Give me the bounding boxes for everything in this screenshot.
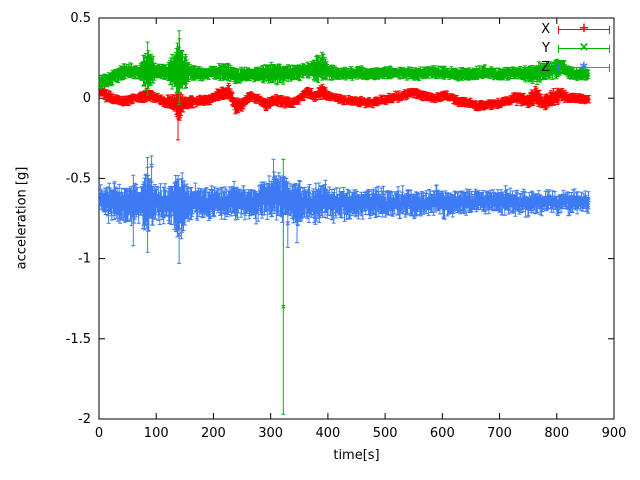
svg-text:-0.5: -0.5 — [66, 171, 91, 186]
svg-text:100: 100 — [144, 426, 169, 441]
legend-entry-x: X + — [532, 20, 610, 39]
legend-sample-x-icon: + — [558, 21, 610, 37]
svg-text:0.5: 0.5 — [70, 11, 91, 26]
svg-text:700: 700 — [487, 426, 512, 441]
svg-text:800: 800 — [544, 426, 569, 441]
svg-text:900: 900 — [602, 426, 627, 441]
legend-label-z: Z — [541, 60, 550, 75]
svg-text:600: 600 — [430, 426, 455, 441]
legend-label-x: X — [541, 22, 550, 37]
svg-text:400: 400 — [315, 426, 340, 441]
legend-label-y: Y — [542, 41, 550, 56]
y-axis-label: acceleration [g] — [14, 166, 30, 270]
svg-text:0: 0 — [95, 426, 103, 441]
svg-text:200: 200 — [201, 426, 226, 441]
svg-text:-1.5: -1.5 — [66, 332, 91, 347]
legend-sample-z-icon: ∗ — [558, 59, 610, 75]
svg-text:300: 300 — [258, 426, 283, 441]
legend-entry-z: Z ∗ — [532, 58, 610, 77]
legend-entry-y: Y × — [532, 39, 610, 58]
legend: X + Y × Z ∗ — [532, 20, 610, 77]
legend-sample-y-icon: × — [558, 40, 610, 56]
svg-text:0: 0 — [83, 91, 91, 106]
svg-text:-2: -2 — [78, 412, 91, 427]
svg-text:-1: -1 — [78, 252, 91, 267]
svg-text:500: 500 — [373, 426, 398, 441]
x-axis-label: time[s] — [333, 448, 380, 463]
